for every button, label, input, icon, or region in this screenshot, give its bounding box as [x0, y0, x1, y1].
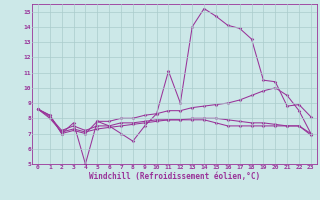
X-axis label: Windchill (Refroidissement éolien,°C): Windchill (Refroidissement éolien,°C) [89, 172, 260, 181]
